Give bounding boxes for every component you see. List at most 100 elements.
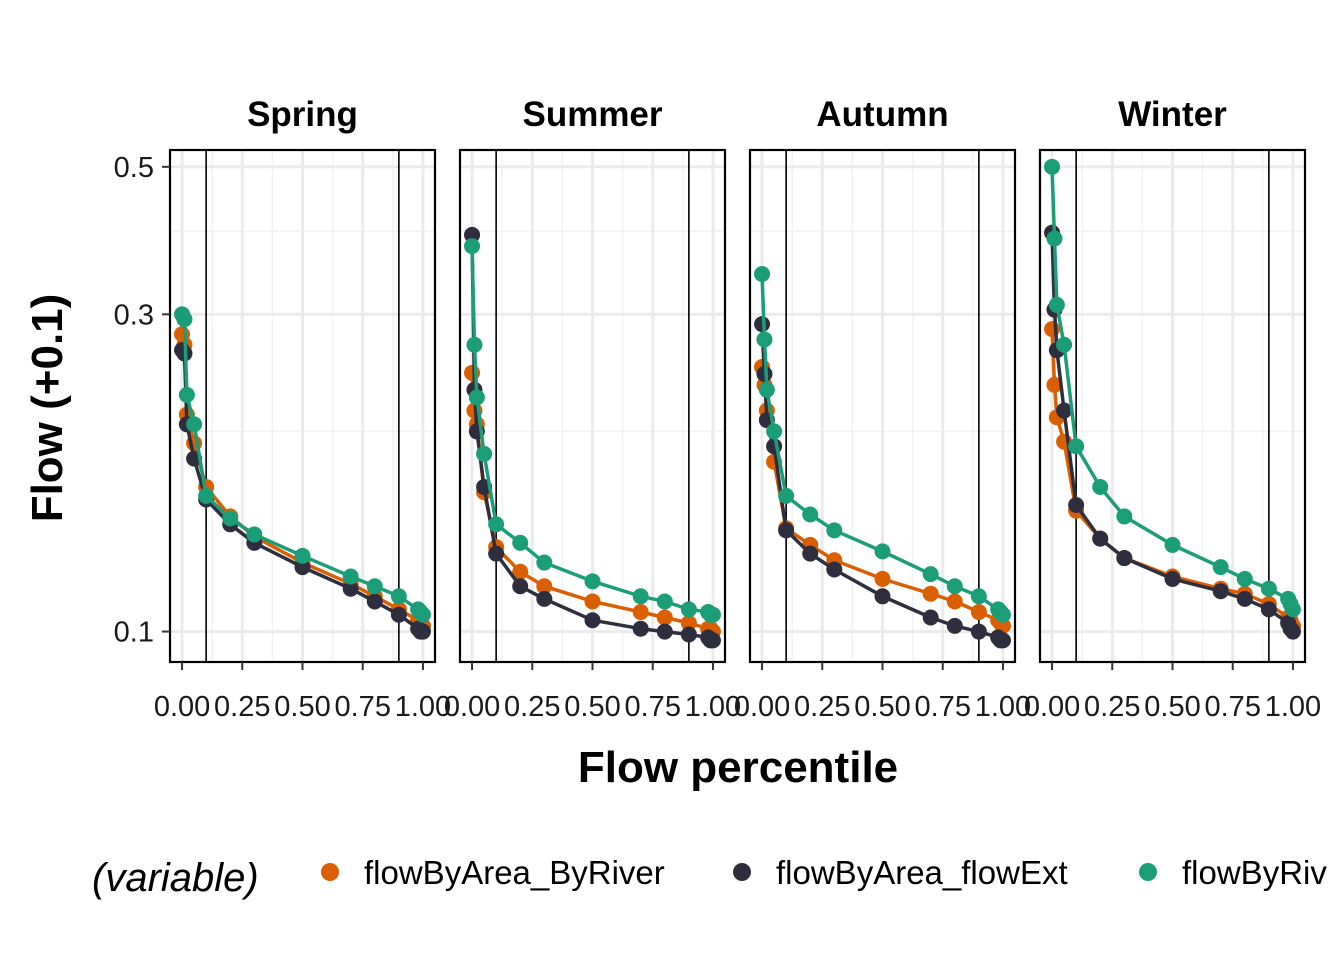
data-point-flowByArea_flowExt bbox=[488, 545, 505, 562]
legend-key-flowByArea_flowExt bbox=[733, 863, 751, 881]
data-point-flowByRiver bbox=[1092, 478, 1109, 495]
x-tick-label: 0.75 bbox=[625, 691, 681, 723]
data-point-flowByRiver bbox=[1056, 336, 1073, 353]
data-point-flowByArea_flowExt bbox=[536, 590, 553, 607]
data-point-flowByArea_flowExt bbox=[778, 522, 795, 539]
x-tick-label: 0.25 bbox=[794, 691, 850, 723]
data-point-flowByRiver bbox=[176, 311, 193, 328]
data-point-flowByRiver bbox=[246, 526, 263, 543]
x-tick-label: 1.00 bbox=[395, 691, 451, 723]
data-point-flowByRiver bbox=[414, 606, 431, 623]
data-point-flowByRiver bbox=[946, 578, 963, 595]
data-point-flowByRiver bbox=[656, 593, 673, 610]
data-point-flowByRiver bbox=[186, 416, 203, 433]
data-point-flowByArea_ByRiver bbox=[946, 593, 963, 610]
data-point-flowByArea_flowExt bbox=[1260, 601, 1277, 618]
facet-panel-summer: Summer 0.00 0.25 0.50 0.75 1.00 bbox=[444, 95, 741, 723]
data-point-flowByArea_ByRiver bbox=[680, 615, 697, 632]
data-point-flowByRiver bbox=[802, 506, 819, 523]
data-point-flowByArea_flowExt bbox=[680, 626, 697, 643]
data-point-flowByRiver bbox=[970, 588, 987, 605]
x-axis-title: Flow percentile bbox=[578, 743, 898, 792]
x-tick-label: 1.00 bbox=[685, 691, 741, 723]
x-tick-label: 0.75 bbox=[915, 691, 971, 723]
data-point-flowByArea_flowExt bbox=[1116, 550, 1133, 567]
x-tick-label: 0.50 bbox=[564, 691, 620, 723]
data-point-flowByArea_ByRiver bbox=[1046, 376, 1063, 393]
data-point-flowByArea_flowExt bbox=[1092, 530, 1109, 547]
facet-panel-winter: Winter 0.00 0.25 0.50 0.75 1.00 bbox=[1024, 95, 1321, 723]
data-point-flowByArea_flowExt bbox=[390, 606, 407, 623]
data-point-flowByArea_flowExt bbox=[366, 593, 383, 610]
data-point-flowByRiver bbox=[994, 606, 1011, 623]
data-point-flowByRiver bbox=[390, 588, 407, 605]
data-point-flowByArea_flowExt bbox=[1068, 497, 1085, 514]
x-tick-label: 0.50 bbox=[854, 691, 910, 723]
y-axis: 0.1 0.3 0.5 bbox=[114, 152, 170, 649]
data-point-flowByArea_flowExt bbox=[704, 632, 721, 649]
data-point-flowByArea_flowExt bbox=[826, 561, 843, 578]
facet-panel-spring: Spring 0.00 0.25 0.50 0.75 1.00 bbox=[154, 95, 451, 723]
x-tick-label: 0.00 bbox=[154, 691, 210, 723]
data-point-flowByArea_flowExt bbox=[414, 623, 431, 640]
data-point-flowByRiver bbox=[178, 386, 195, 403]
data-point-flowByRiver bbox=[756, 331, 773, 348]
legend-label: flowByArea_ByRiver bbox=[364, 854, 665, 891]
x-tick-label: 0.75 bbox=[1205, 691, 1261, 723]
facet-title: Winter bbox=[1118, 95, 1227, 134]
legend-title: (variable) bbox=[92, 856, 259, 900]
data-point-flowByRiver bbox=[704, 606, 721, 623]
y-axis-title: Flow (+0.1) bbox=[23, 294, 72, 523]
data-point-flowByRiver bbox=[1046, 230, 1063, 247]
legend-key-flowByRiver bbox=[1139, 863, 1157, 881]
data-point-flowByArea_flowExt bbox=[802, 545, 819, 562]
data-point-flowByRiver bbox=[466, 336, 483, 353]
y-tick-label: 0.5 bbox=[114, 152, 154, 184]
data-point-flowByRiver bbox=[464, 238, 481, 255]
data-point-flowByRiver bbox=[476, 445, 493, 462]
data-point-flowByRiver bbox=[198, 487, 215, 504]
data-point-flowByRiver bbox=[766, 423, 783, 440]
x-tick-label: 0.50 bbox=[1144, 691, 1200, 723]
data-point-flowByArea_flowExt bbox=[1236, 590, 1253, 607]
data-point-flowByArea_flowExt bbox=[1056, 402, 1073, 419]
data-point-flowByRiver bbox=[874, 543, 891, 560]
data-point-flowByArea_ByRiver bbox=[874, 570, 891, 587]
data-point-flowByRiver bbox=[222, 510, 239, 527]
x-tick-label: 0.75 bbox=[335, 691, 391, 723]
data-point-flowByRiver bbox=[680, 601, 697, 618]
data-point-flowByArea_flowExt bbox=[656, 623, 673, 640]
data-point-flowByArea_flowExt bbox=[994, 632, 1011, 649]
legend-label: flowByArea_flowExt bbox=[776, 854, 1068, 891]
data-point-flowByRiver bbox=[1284, 601, 1301, 618]
data-point-flowByArea_flowExt bbox=[512, 578, 529, 595]
data-point-flowByArea_flowExt bbox=[874, 588, 891, 605]
facet-panel-autumn: Autumn 0.00 0.25 0.50 0.75 1.00 bbox=[734, 95, 1031, 723]
data-point-flowByRiver bbox=[536, 554, 553, 571]
data-point-flowByRiver bbox=[778, 487, 795, 504]
legend-label: flowByRiv bbox=[1182, 854, 1327, 891]
data-point-flowByArea_ByRiver bbox=[584, 593, 601, 610]
data-point-flowByRiver bbox=[342, 568, 359, 585]
data-point-flowByRiver bbox=[1164, 536, 1181, 553]
facet-title: Summer bbox=[522, 95, 662, 134]
legend: (variable) flowByArea_ByRiver flowByArea_… bbox=[92, 854, 1327, 900]
data-point-flowByRiver bbox=[488, 516, 505, 533]
data-point-flowByArea_flowExt bbox=[342, 580, 359, 597]
data-point-flowByRiver bbox=[632, 588, 649, 605]
data-point-flowByRiver bbox=[468, 389, 485, 406]
x-tick-label: 1.00 bbox=[1265, 691, 1321, 723]
data-point-flowByArea_flowExt bbox=[970, 623, 987, 640]
legend-key-flowByArea_ByRiver bbox=[321, 863, 339, 881]
x-tick-label: 0.25 bbox=[1084, 691, 1140, 723]
data-point-flowByRiver bbox=[922, 566, 939, 583]
data-point-flowByArea_flowExt bbox=[294, 559, 311, 576]
data-point-flowByRiver bbox=[584, 573, 601, 590]
data-point-flowByArea_ByRiver bbox=[656, 609, 673, 626]
data-point-flowByArea_flowExt bbox=[584, 612, 601, 629]
data-point-flowByArea_flowExt bbox=[1164, 570, 1181, 587]
data-point-flowByArea_flowExt bbox=[632, 620, 649, 637]
data-point-flowByArea_ByRiver bbox=[922, 585, 939, 602]
